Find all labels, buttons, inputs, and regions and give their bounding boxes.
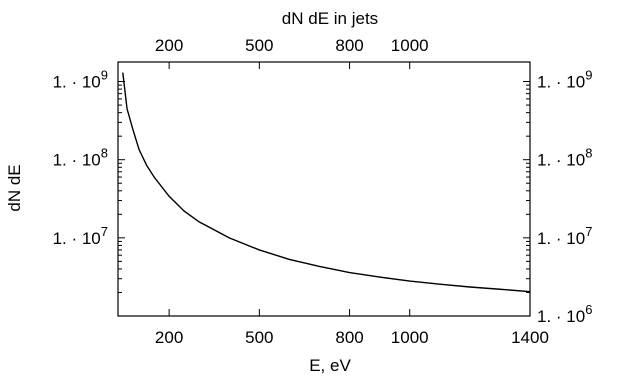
tick-labels: 200 500 800 1000 1400 200 500 800 1000 1. · 109 1.…: [53, 36, 593, 347]
x-tick-label-top: 1000: [391, 36, 429, 55]
y-tick-label-left: 1. · 109: [53, 68, 108, 92]
y-tick-label-right: 1. · 106: [537, 302, 592, 326]
y-tick-label-left: 1. · 108: [53, 146, 108, 170]
x-tick-label-bottom: 500: [245, 328, 273, 347]
axis-ticks: [118, 62, 531, 317]
x-axis-label: E, eV: [309, 356, 351, 375]
series-line: [122, 72, 531, 293]
x-tick-label-bottom: 800: [335, 328, 363, 347]
x-tick-label-bottom: 1400: [511, 328, 549, 347]
x-tick-label-top: 200: [155, 36, 183, 55]
y-tick-label-left: 1. · 107: [53, 224, 108, 248]
y-tick-label-right: 1. · 109: [537, 68, 592, 92]
x-tick-label-bottom: 200: [155, 328, 183, 347]
y-axis-label: dN dE: [5, 164, 24, 211]
y-tick-label-right: 1. · 108: [537, 146, 592, 170]
x-tick-label-top: 500: [245, 36, 273, 55]
x-tick-label-bottom: 1000: [391, 328, 429, 347]
x-tick-label-top: 800: [335, 36, 363, 55]
y-tick-label-right: 1. · 107: [537, 224, 592, 248]
plot-frame: [117, 61, 531, 317]
chart-title: dN dE in jets: [282, 9, 378, 28]
